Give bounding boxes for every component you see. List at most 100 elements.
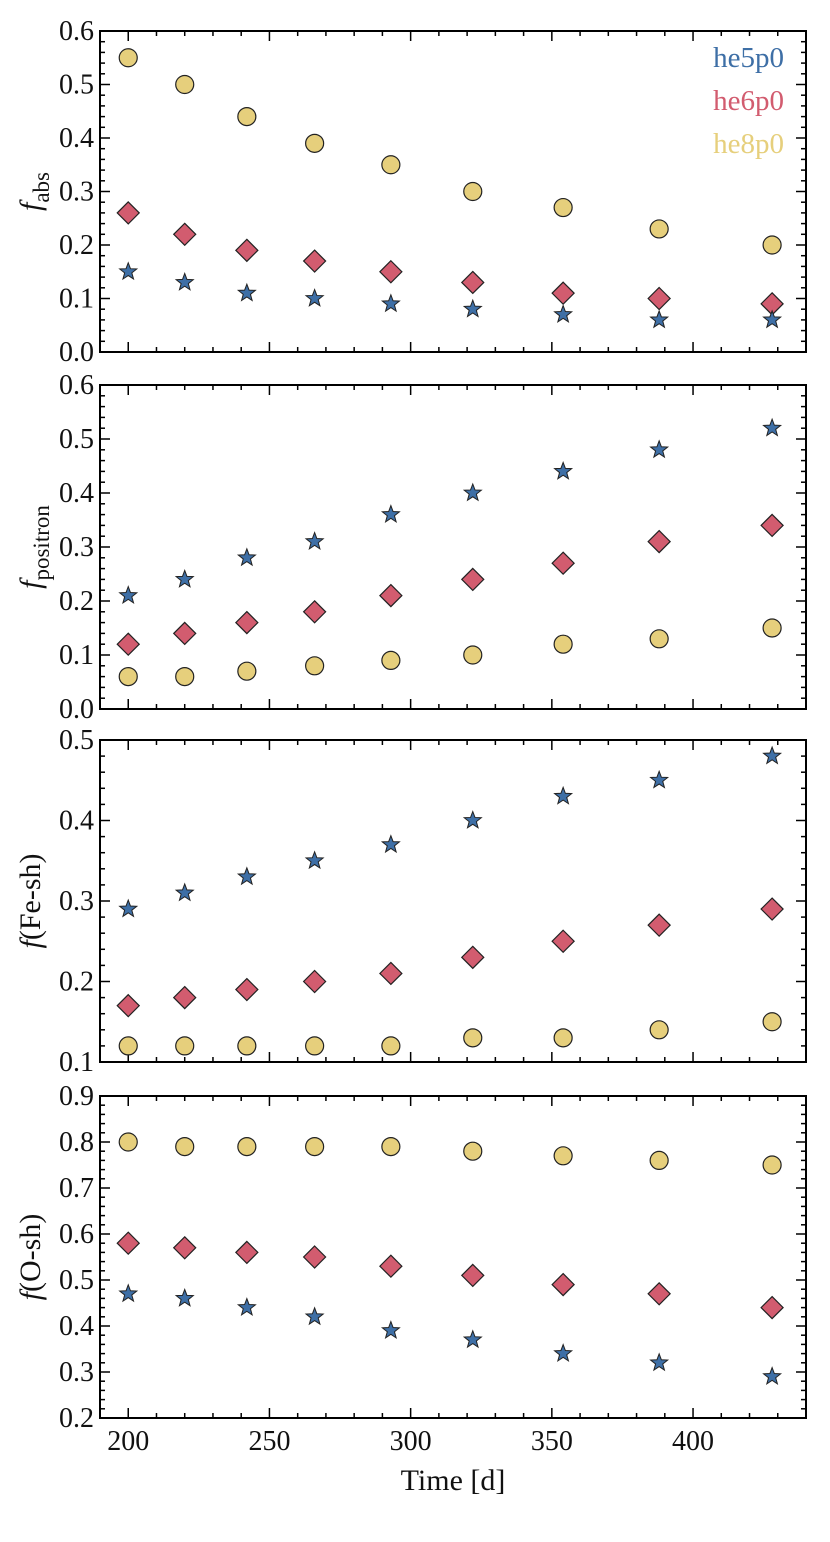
he5p0-point (762, 417, 783, 437)
plot-frame (99, 384, 807, 710)
y-tick-label: 0.5 (59, 70, 94, 101)
legend-entry-he6p0: he6p0 (713, 85, 784, 117)
series-he5p0 (118, 1283, 783, 1386)
he8p0-point (175, 74, 195, 95)
he5p0-point (304, 1306, 325, 1326)
y-tick-label: 0.1 (59, 1047, 94, 1078)
he5p0-point (118, 585, 139, 605)
he8p0-point (381, 650, 401, 671)
y-tick-label: 0.2 (59, 586, 94, 617)
he5p0-point (380, 1320, 401, 1340)
he8p0-point (237, 661, 257, 681)
he6p0-point (460, 1263, 485, 1288)
he6p0-point (551, 281, 575, 305)
y-tick-label: 0.5 (59, 424, 94, 455)
y-ticks (100, 1095, 806, 1419)
he6p0-point (116, 1231, 141, 1256)
he6p0-point (379, 961, 403, 986)
he8p0-point (118, 48, 138, 68)
he8p0-point (553, 1146, 573, 1166)
y-ticks (100, 30, 806, 353)
he6p0-point (647, 1281, 672, 1306)
plot-frame (99, 1095, 807, 1419)
x-ticks (127, 1096, 807, 1418)
y-axis-label: f(O-sh) (14, 1214, 47, 1301)
y-axis-label-subscript: positron (29, 505, 54, 581)
y-tick-label: 0.5 (59, 1265, 94, 1296)
he6p0-point (172, 985, 197, 1010)
he5p0-point (649, 1352, 670, 1372)
he6p0-point (760, 513, 784, 538)
he6p0-point (172, 621, 197, 646)
y-axis-label-rest: (O-sh) (14, 1214, 47, 1292)
he5p0-point (380, 293, 401, 313)
x-ticks (127, 740, 807, 1062)
he5p0-point (553, 785, 574, 805)
he5p0-point (118, 261, 139, 281)
series-he8p0 (118, 1132, 782, 1175)
he8p0-point (381, 1136, 401, 1157)
y-tick-label: 0.4 (59, 123, 94, 154)
panel-4: 0.2 0.3 0.4 0.5 0.6 0.7 0.8 0.9 f(O-sh) 200 250 300… (14, 1081, 807, 1497)
series-he5p0 (118, 417, 783, 605)
he5p0-point (462, 482, 483, 502)
he6p0-point (116, 632, 141, 657)
he8p0-point (237, 106, 257, 127)
y-tick-label: 0.2 (59, 967, 94, 998)
y-tick-label: 0.4 (59, 478, 94, 509)
he6p0-point (302, 249, 327, 273)
he5p0-point (236, 547, 257, 567)
he5p0-point (462, 1329, 483, 1349)
he5p0-point (762, 309, 783, 329)
y-axis-label: f(Fe-sh) (14, 854, 47, 949)
x-tick-label: 300 (390, 1426, 432, 1457)
he5p0-point (236, 282, 257, 302)
y-axis-label: fpositron (14, 505, 54, 589)
he5p0-point (553, 1343, 574, 1363)
he6p0-point (234, 1240, 259, 1265)
he5p0-point (649, 439, 670, 459)
he5p0-point (304, 288, 325, 307)
he6p0-point (460, 270, 485, 295)
he8p0-point (175, 1036, 195, 1056)
panel-2: 0.0 0.1 0.2 0.3 0.4 0.5 0.6 fpositron (14, 370, 807, 725)
he6p0-point (302, 1245, 327, 1269)
y-tick-label: 0.1 (59, 640, 94, 671)
he8p0-point (762, 1155, 782, 1175)
he8p0-point (305, 1036, 325, 1056)
he6p0-point (760, 1295, 784, 1320)
y-tick-label: 0.0 (59, 337, 94, 368)
he8p0-point (237, 1136, 257, 1157)
he8p0-point (463, 1028, 483, 1048)
he6p0-point (460, 945, 485, 970)
y-ticks (100, 384, 806, 710)
he6p0-point (234, 238, 259, 263)
y-tick-label: 0.3 (59, 1357, 94, 1388)
x-tick-label: 200 (107, 1426, 149, 1457)
he8p0-point (649, 629, 669, 649)
he8p0-point (649, 219, 669, 239)
y-tick-label: 0.4 (59, 1311, 94, 1342)
he6p0-point (116, 993, 141, 1018)
y-tick-label: 0.7 (59, 1173, 94, 1204)
he5p0-point (174, 272, 195, 291)
he6p0-point (302, 969, 327, 994)
he6p0-point (647, 913, 672, 937)
he6p0-point (172, 222, 197, 247)
he6p0-point (379, 1254, 403, 1279)
he5p0-point (118, 898, 139, 918)
he5p0-point (118, 1283, 139, 1303)
y-tick-label: 0.6 (59, 16, 94, 47)
series-he6p0 (116, 201, 784, 316)
he5p0-point (174, 568, 195, 588)
he8p0-point (118, 666, 138, 687)
he6p0-point (760, 897, 784, 921)
he6p0-point (116, 201, 141, 225)
x-ticks (127, 31, 807, 352)
y-ticks (100, 739, 806, 1063)
x-tick-label: 350 (531, 1426, 573, 1457)
he8p0-point (463, 181, 483, 202)
he6p0-point (379, 583, 403, 608)
y-tick-label: 0.3 (59, 177, 94, 208)
